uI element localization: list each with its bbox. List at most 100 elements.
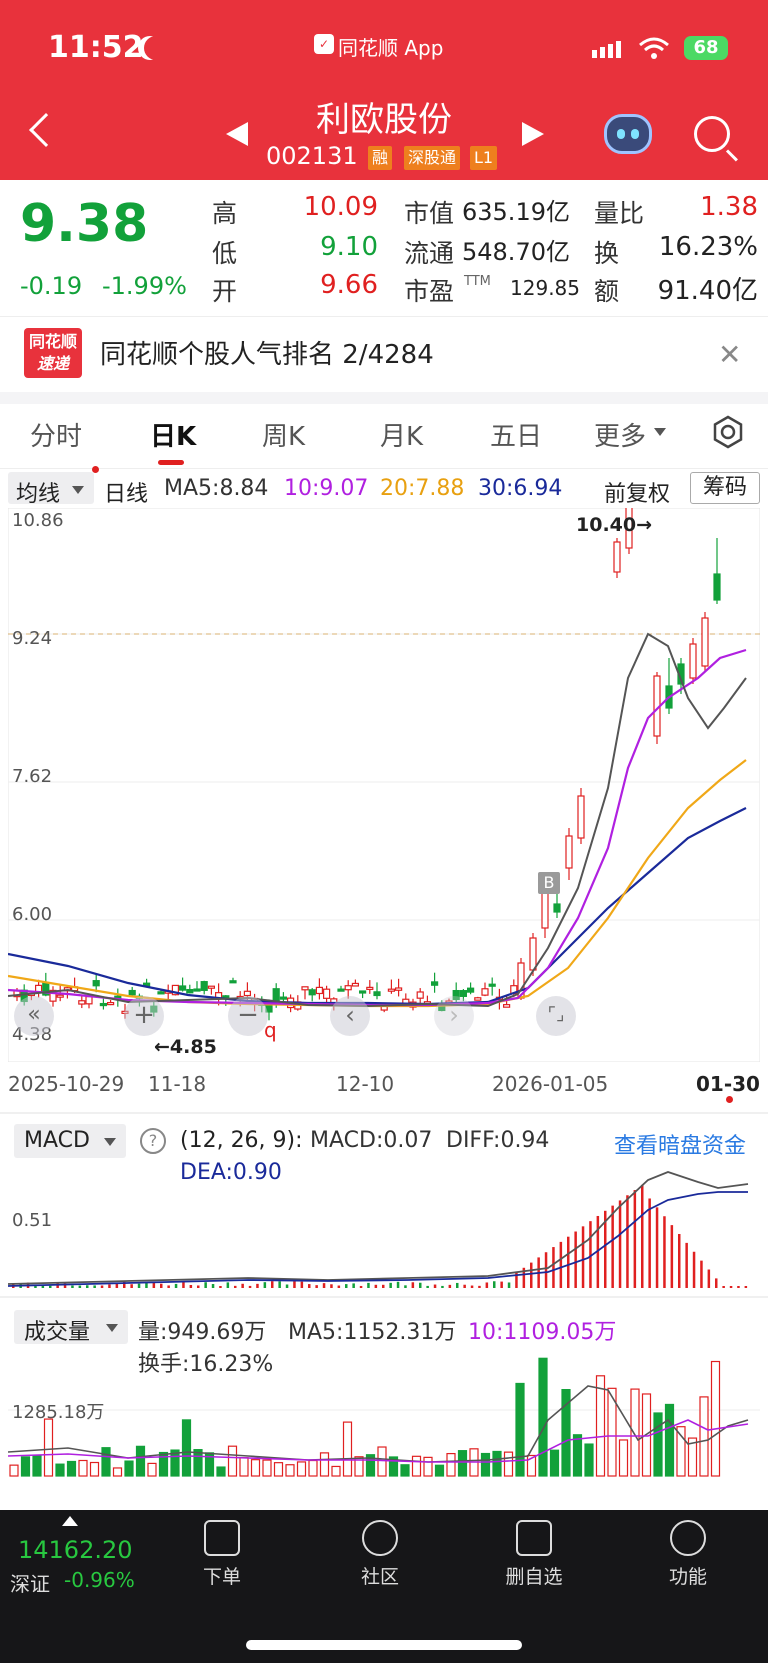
macd-bar bbox=[100, 1285, 104, 1288]
float-value: 548.70亿 bbox=[462, 238, 570, 266]
macd-bar bbox=[463, 1284, 466, 1288]
date-label: 12-10 bbox=[336, 1072, 395, 1096]
macd-bar bbox=[396, 1281, 400, 1288]
notification-dot bbox=[92, 466, 99, 473]
macd-bar bbox=[722, 1286, 725, 1288]
macd-bar bbox=[108, 1284, 111, 1288]
settings-gear-icon[interactable] bbox=[710, 414, 746, 450]
candle-body bbox=[359, 990, 367, 994]
macd-bar bbox=[581, 1226, 585, 1288]
diff-line bbox=[8, 1171, 749, 1285]
fullscreen-icon[interactable]: ⌜⌟ bbox=[536, 996, 576, 1036]
header: 11:52 ✓ 同花顺 App 68 利欧股份 002131 融 深股通 L1 bbox=[0, 0, 768, 180]
macd-bar bbox=[41, 1285, 45, 1288]
tab-weekly-k[interactable]: 周K bbox=[262, 422, 306, 452]
chips-button[interactable]: 筹码 bbox=[690, 472, 760, 504]
volume-bar bbox=[411, 1455, 422, 1477]
macd-bar bbox=[618, 1200, 622, 1288]
kline-chart[interactable] bbox=[8, 508, 760, 1062]
turnover-label: 换 bbox=[594, 239, 620, 268]
nav-functions[interactable]: 功能 bbox=[628, 1514, 748, 1589]
date-label: 11-18 bbox=[148, 1072, 207, 1096]
wifi-icon bbox=[638, 36, 670, 60]
volume-bar bbox=[101, 1447, 111, 1477]
nav-remove-watchlist-label: 删自选 bbox=[505, 1566, 563, 1588]
candle-body bbox=[279, 996, 287, 1000]
nav-community[interactable]: 社区 bbox=[320, 1514, 440, 1589]
candle-body bbox=[553, 903, 561, 913]
macd-bar bbox=[330, 1284, 333, 1288]
candle-body bbox=[186, 988, 194, 994]
nav-order[interactable]: 下单 bbox=[162, 1514, 282, 1589]
macd-bar bbox=[589, 1221, 592, 1288]
candle-body bbox=[49, 989, 57, 1002]
y-label: 7.62 bbox=[12, 766, 53, 787]
search-icon[interactable] bbox=[694, 116, 730, 152]
assistant-robot-icon[interactable] bbox=[604, 114, 652, 154]
candle-body bbox=[193, 988, 201, 992]
macd-bar bbox=[322, 1283, 326, 1288]
macd-bar bbox=[729, 1286, 733, 1288]
float-label: 流通 bbox=[404, 239, 455, 268]
pe-ttm-sup: TTM bbox=[464, 274, 491, 289]
scroll-left-icon[interactable]: ‹ bbox=[330, 996, 370, 1036]
open-label: 开 bbox=[212, 277, 238, 306]
tab-intraday[interactable]: 分时 bbox=[30, 422, 83, 452]
vol-ratio-label: 量比 bbox=[594, 199, 645, 228]
index-name: 深证 bbox=[10, 1572, 50, 1596]
tab-monthly-k[interactable]: 月K bbox=[380, 422, 424, 452]
adjust-mode-button[interactable]: 前复权 bbox=[604, 482, 671, 507]
community-star-icon bbox=[362, 1520, 398, 1556]
y-label: 9.24 bbox=[12, 628, 53, 649]
close-icon[interactable]: ✕ bbox=[718, 338, 742, 371]
expand-up-icon[interactable] bbox=[62, 1516, 78, 1526]
volume-bar bbox=[653, 1412, 663, 1477]
volume-bar bbox=[400, 1464, 410, 1477]
scroll-right-icon[interactable]: › bbox=[434, 996, 474, 1036]
volume-bar bbox=[630, 1388, 640, 1477]
y-label-top: 10.86 bbox=[12, 510, 64, 531]
pe-label: 市盈 bbox=[404, 277, 455, 306]
macd-bar bbox=[167, 1285, 170, 1288]
popularity-rank-text[interactable]: 同花顺个股人气排名 2/4284 bbox=[100, 340, 434, 370]
help-icon[interactable]: ? bbox=[140, 1128, 166, 1154]
macd-bar bbox=[559, 1241, 563, 1288]
volume-ma5: MA5:1152.31万 bbox=[288, 1320, 457, 1345]
chevron-down-icon bbox=[104, 1138, 116, 1146]
tab-more[interactable]: 更多 bbox=[594, 422, 647, 452]
dark-pool-link[interactable]: 查看暗盘资金 bbox=[614, 1134, 747, 1159]
index-value[interactable]: 14162.20 bbox=[18, 1536, 133, 1564]
prev-stock-button[interactable] bbox=[226, 122, 248, 146]
candle-body bbox=[613, 541, 621, 573]
candle-body bbox=[229, 980, 237, 984]
candle-body bbox=[323, 988, 331, 999]
nav-remove-watchlist[interactable]: 删自选 bbox=[474, 1514, 594, 1589]
section-gap bbox=[0, 392, 768, 404]
candle-body bbox=[689, 643, 697, 679]
tab-daily-k[interactable]: 日K bbox=[150, 422, 197, 452]
macd-bar bbox=[78, 1285, 82, 1288]
scroll-left-fast-icon[interactable]: « bbox=[14, 996, 54, 1036]
macd-bar bbox=[93, 1285, 96, 1288]
candle-body bbox=[92, 980, 100, 987]
macd-bar bbox=[174, 1283, 178, 1288]
volume-bar bbox=[503, 1451, 514, 1477]
back-button[interactable] bbox=[29, 113, 63, 147]
macd-bar bbox=[56, 1283, 59, 1288]
zoom-in-icon[interactable]: + bbox=[124, 996, 164, 1036]
dea-line bbox=[8, 1191, 748, 1287]
signal-icon bbox=[592, 40, 628, 58]
tab-five-day[interactable]: 五日 bbox=[490, 422, 543, 452]
volume-bar bbox=[250, 1459, 261, 1477]
zoom-out-icon[interactable]: − bbox=[228, 996, 268, 1036]
volume-y-label: 1285.18万 bbox=[12, 1402, 105, 1423]
volume-bar bbox=[584, 1443, 594, 1477]
logo-line-1: 同花顺 bbox=[28, 332, 77, 351]
candle-body bbox=[272, 988, 280, 1002]
y-label: 6.00 bbox=[12, 904, 53, 925]
next-stock-button[interactable] bbox=[522, 122, 544, 146]
mktcap-value: 635.19亿 bbox=[462, 198, 570, 226]
candle-body bbox=[565, 835, 573, 869]
nav-community-label: 社区 bbox=[360, 1566, 399, 1588]
